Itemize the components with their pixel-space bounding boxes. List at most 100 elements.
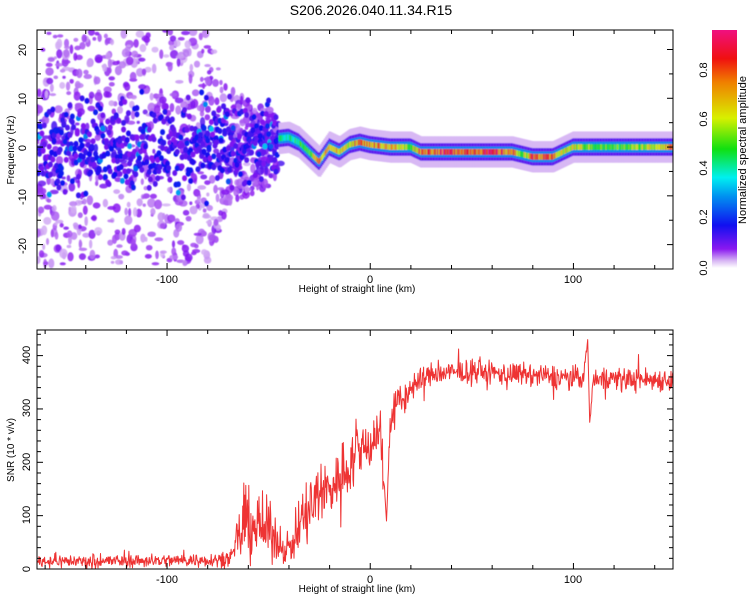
spectrogram-cell bbox=[130, 238, 136, 247]
spectrogram-cell bbox=[151, 112, 157, 119]
spectrogram-cell bbox=[61, 176, 66, 180]
spectrogram-cell bbox=[107, 239, 114, 246]
spectrogram-cell bbox=[103, 139, 109, 146]
top-xtick-label: 100 bbox=[564, 274, 582, 286]
spectrogram-cell bbox=[47, 171, 53, 178]
colorbar-tick-label: 0.4 bbox=[698, 160, 710, 175]
bottom-y-axis-label: SNR (10 * v/v) bbox=[6, 418, 17, 482]
spectrogram-cell bbox=[120, 30, 128, 39]
spectrogram-cell bbox=[261, 149, 267, 156]
spectrogram-cell bbox=[110, 38, 115, 46]
spectrogram-cell bbox=[69, 44, 74, 55]
spectrogram-cell bbox=[261, 160, 267, 167]
spectrogram-cell bbox=[147, 231, 156, 237]
spectrogram-cell bbox=[63, 111, 69, 118]
spectrogram-cell bbox=[83, 190, 89, 197]
spectrogram-cell bbox=[215, 193, 220, 203]
spectrogram-cell bbox=[122, 98, 128, 105]
spectrogram-cell bbox=[219, 86, 224, 94]
spectrogram-cell bbox=[55, 244, 61, 252]
spectrogram-cell bbox=[54, 162, 60, 169]
spectrogram-cell bbox=[64, 38, 70, 48]
top-ytick-label: 10 bbox=[17, 93, 29, 105]
spectrogram-cell bbox=[213, 184, 218, 194]
spectrogram-cell bbox=[103, 90, 110, 98]
spectrogram-cell bbox=[78, 253, 86, 260]
bottom-ytick-label: 200 bbox=[21, 453, 33, 471]
spectrogram-cell bbox=[112, 171, 118, 178]
spectrogram-cell bbox=[203, 200, 209, 207]
bottom-ytick-label: 300 bbox=[21, 399, 33, 417]
spectrogram-cell bbox=[144, 253, 152, 259]
spectrogram-cell bbox=[186, 183, 191, 192]
spectrogram-cell bbox=[118, 153, 124, 160]
spectrogram-cell bbox=[233, 142, 239, 149]
spectrogram-cell bbox=[57, 34, 64, 38]
spectrogram-cell bbox=[55, 219, 64, 224]
spectrogram-cell bbox=[198, 83, 207, 88]
spectrogram-cell bbox=[94, 227, 103, 235]
spectrogram-cell bbox=[79, 95, 85, 102]
snr-panel: -100 0 100 0 100 200 300 400 Height of s… bbox=[6, 329, 674, 595]
spectrogram-cell bbox=[47, 57, 55, 62]
spectrogram-cell bbox=[69, 178, 75, 185]
bottom-ytick-label: 100 bbox=[21, 506, 33, 524]
spectrogram-cell bbox=[145, 244, 153, 251]
spectrogram-cell bbox=[201, 148, 207, 155]
spectrogram-cell bbox=[73, 159, 79, 166]
spectrogram-cell bbox=[182, 106, 188, 113]
spectrogram-cell bbox=[178, 134, 184, 141]
spectrogram-cell bbox=[158, 155, 164, 162]
spectrogram-cell bbox=[69, 78, 74, 84]
top-xtick-label: 0 bbox=[367, 274, 373, 286]
spectrogram-cell bbox=[94, 31, 100, 36]
spectrogram-cell bbox=[72, 222, 79, 228]
spectrogram-cell bbox=[242, 161, 251, 167]
spectrogram-cell bbox=[39, 130, 45, 137]
spectrogram-cell bbox=[250, 163, 256, 174]
spectrogram-cell bbox=[139, 134, 145, 141]
spectrogram-cell bbox=[88, 239, 93, 249]
spectrogram-cell bbox=[151, 46, 159, 53]
top-ytick-label: 0 bbox=[17, 145, 29, 151]
spectrogram-cell bbox=[210, 49, 218, 54]
colorbar-tick-label: 0.2 bbox=[698, 209, 710, 224]
spectrogram-cell bbox=[61, 120, 67, 127]
spectrogram-cell bbox=[184, 126, 190, 133]
spectrogram-cell bbox=[71, 124, 77, 131]
colorbar: 0.0 0.2 0.4 0.6 0.8 Normalized spectral … bbox=[698, 30, 749, 276]
spectrogram-cell bbox=[88, 229, 96, 239]
spectrogram-cell bbox=[114, 229, 121, 235]
spectrogram-cell bbox=[174, 148, 180, 155]
spectrogram-cell bbox=[259, 166, 269, 170]
spectrogram-cell bbox=[131, 50, 139, 58]
spectrogram-cell bbox=[100, 125, 106, 132]
spectrogram-cell bbox=[49, 83, 54, 93]
spectrogram-cell bbox=[191, 251, 197, 256]
spectrogram-cell bbox=[134, 134, 140, 141]
spectrogram-cell bbox=[45, 238, 50, 246]
spectrogram-cell bbox=[141, 68, 147, 76]
spectrogram-cell bbox=[268, 143, 274, 150]
spectrogram-panel: -100 0 100 -20 -10 0 10 20 Height of str… bbox=[6, 29, 674, 295]
spectrogram-cell bbox=[57, 146, 63, 153]
spectrogram-cell bbox=[218, 210, 224, 216]
spectrogram-cell bbox=[252, 172, 258, 179]
spectrogram-cell bbox=[37, 228, 41, 238]
spectrogram-cell bbox=[88, 91, 95, 99]
spectrogram-cell bbox=[167, 214, 176, 223]
spectrogram-cell bbox=[260, 119, 266, 126]
spectrogram-cell bbox=[162, 108, 168, 115]
spectrogram-cell bbox=[135, 208, 142, 218]
spectrogram-cell bbox=[161, 139, 167, 146]
spectrogram-cell bbox=[182, 209, 190, 216]
spectrogram-cell bbox=[202, 212, 210, 219]
spectrogram-cell bbox=[199, 110, 205, 117]
spectrogram-cell bbox=[51, 137, 57, 144]
spectrogram-cell bbox=[158, 114, 164, 121]
spectrogram-cell bbox=[180, 101, 189, 109]
top-xtick-label: -100 bbox=[156, 274, 178, 286]
spectrogram-cell bbox=[162, 103, 169, 111]
top-ytick-label: -20 bbox=[17, 238, 29, 254]
